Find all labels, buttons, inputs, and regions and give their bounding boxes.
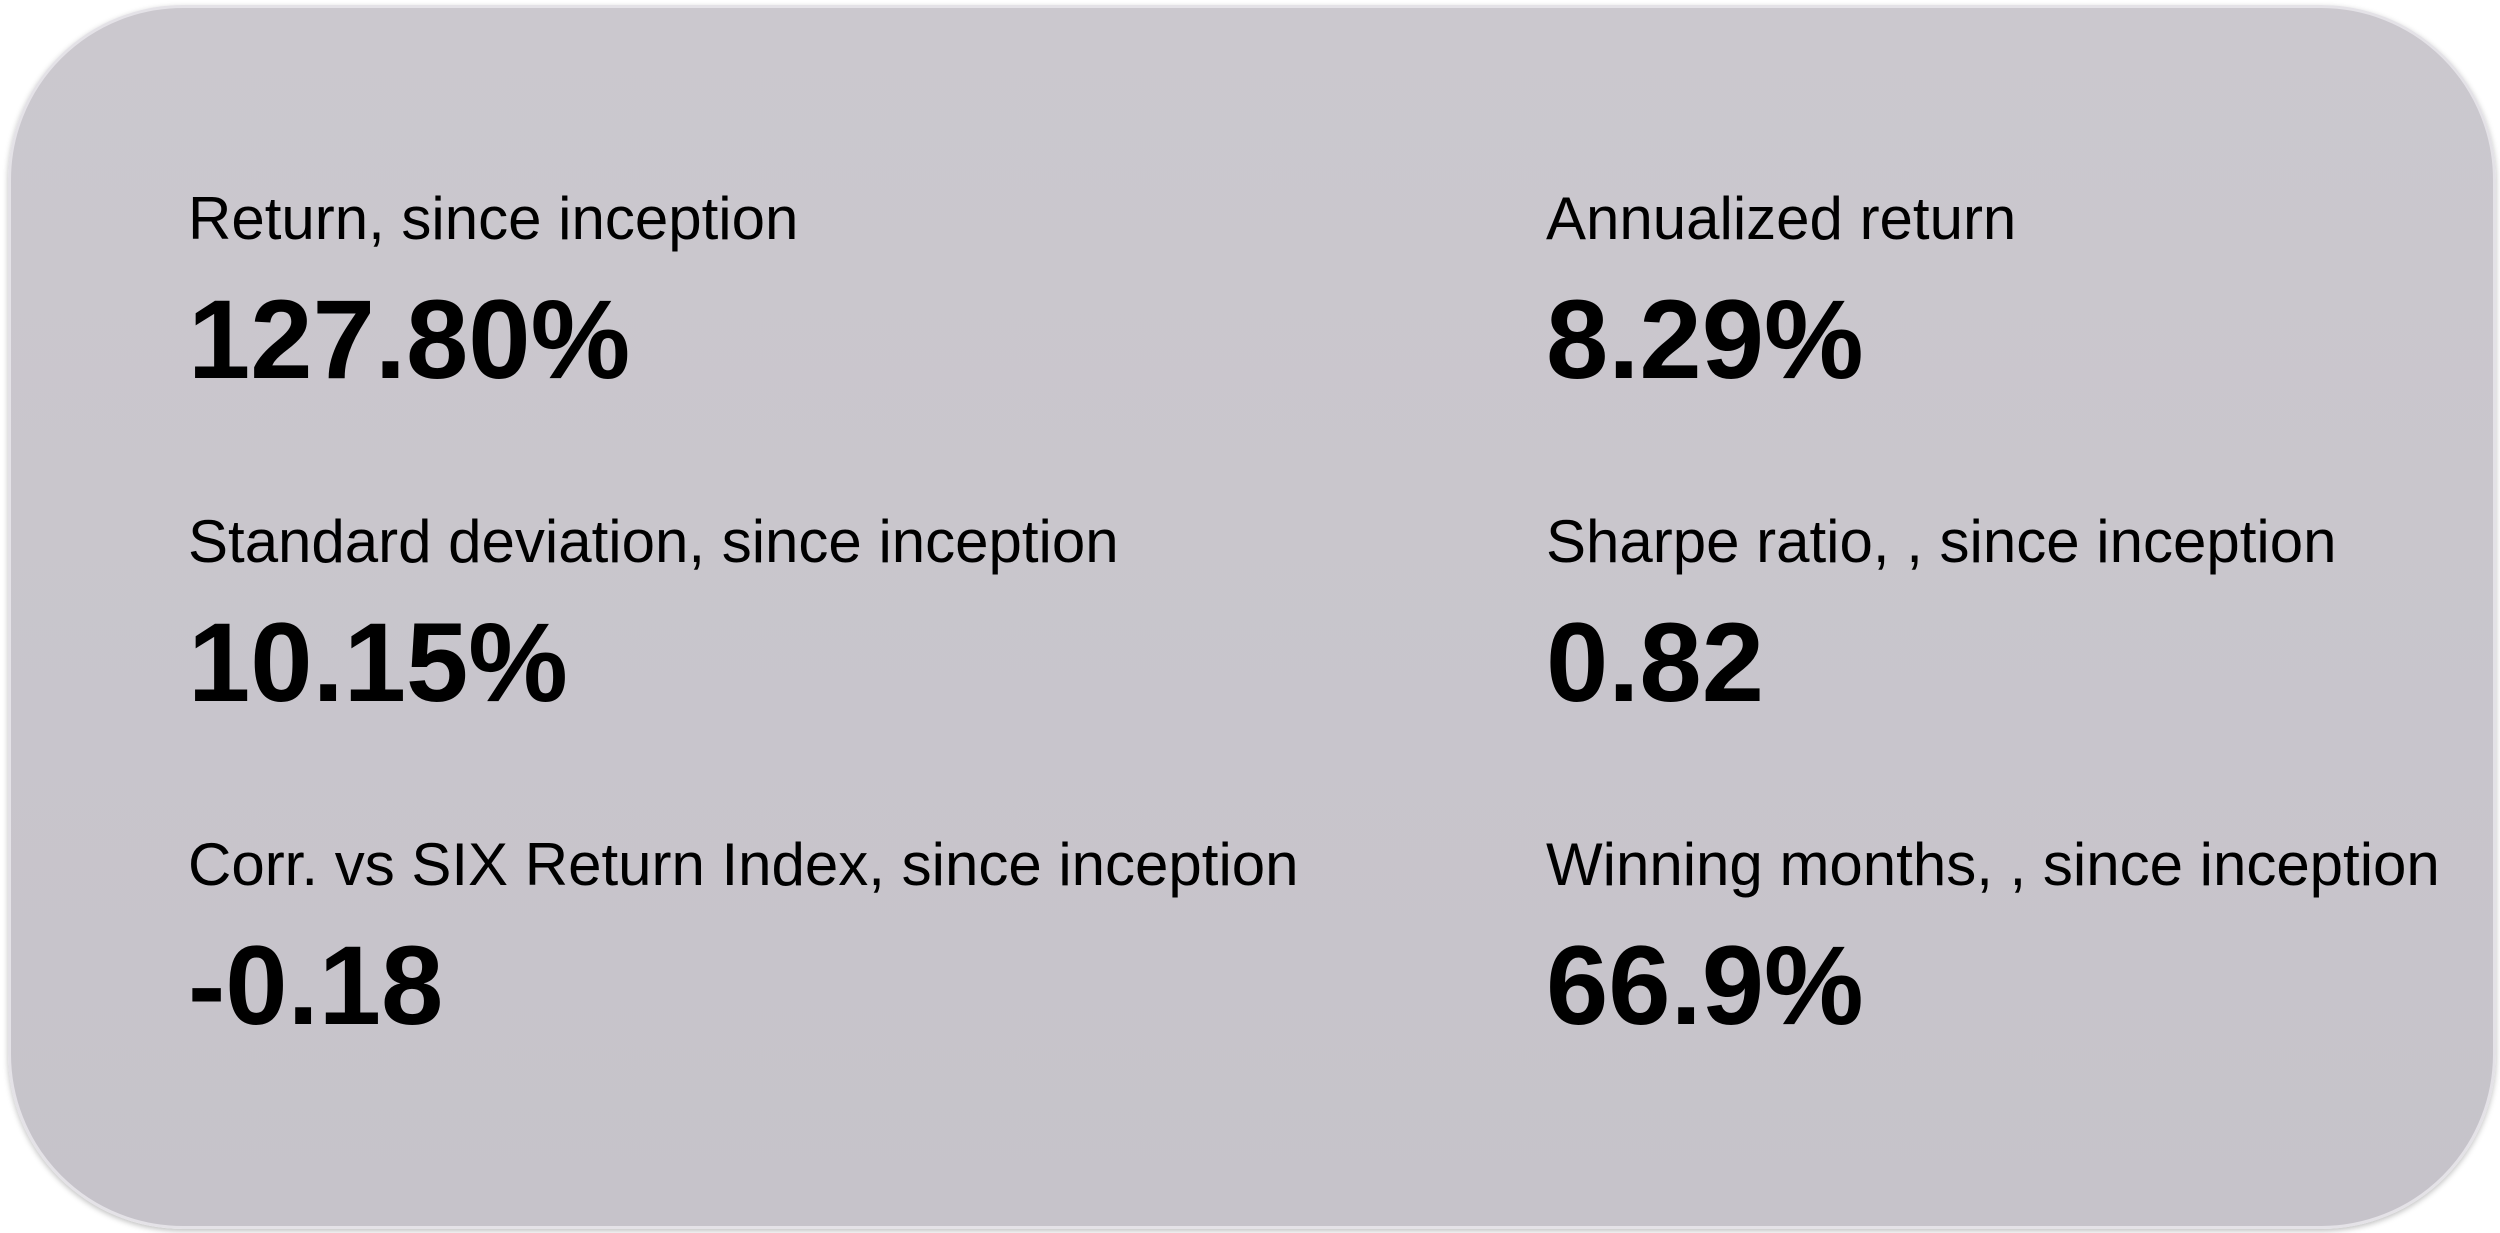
- metric-label: Sharpe ratio, , since inception: [1546, 508, 2337, 575]
- metric: Annualized return 8.29%: [1546, 180, 2466, 405]
- metric: Winning months, , since inception 66.9%: [1546, 826, 2466, 1051]
- stats-card: [8, 5, 2496, 1229]
- metric-label: Annualized return: [1546, 185, 2017, 252]
- metric: Corr. vs SIX Return Index, since incepti…: [188, 826, 1488, 1051]
- metric-value: -0.18: [188, 923, 444, 1048]
- metric-label: Winning months, , since inception: [1546, 831, 2440, 898]
- metric-label: Corr. vs SIX Return Index, since incepti…: [188, 831, 1299, 898]
- metric-value: 8.29%: [1546, 277, 1864, 402]
- metric: Sharpe ratio, , since inception 0.82: [1546, 503, 2466, 728]
- metric-label: Return, since inception: [188, 185, 799, 252]
- metric-value: 66.9%: [1546, 923, 1864, 1048]
- metric: Standard deviation, since inception 10.15…: [188, 503, 1488, 728]
- metric-value: 0.82: [1546, 600, 1764, 725]
- metric-label: Standard deviation, since inception: [188, 508, 1119, 575]
- metric-value: 10.15%: [188, 600, 568, 725]
- metric-value: 127.80%: [188, 277, 631, 402]
- metric: Return, since inception 127.80%: [188, 180, 1488, 405]
